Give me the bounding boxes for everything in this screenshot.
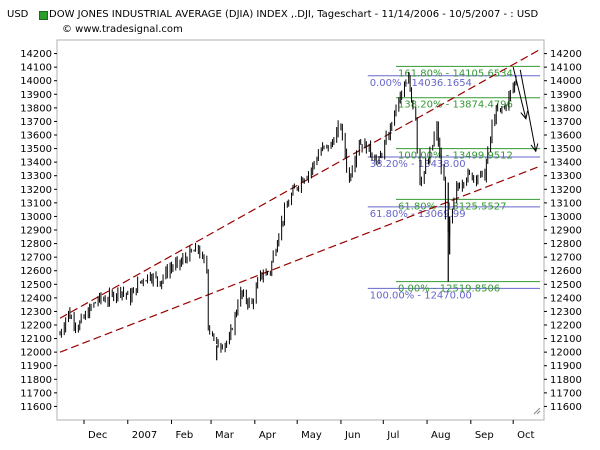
y-tick-label-right: 12500 — [550, 280, 582, 291]
y-tick-label-right: 11600 — [550, 402, 582, 413]
x-tick-label: Dec — [88, 430, 107, 441]
y-tick-label-left: 12000 — [20, 348, 52, 359]
y-tick-label-left: 12800 — [20, 239, 52, 250]
y-tick-label-right: 13600 — [550, 131, 582, 142]
y-tick-label-left: 13600 — [20, 131, 52, 142]
fib-blue-level-label: 100.00% - 12470.00 — [370, 290, 472, 301]
y-tick-label-right: 12400 — [550, 293, 582, 304]
y-tick-label-right: 12100 — [550, 334, 582, 345]
resize-grip-icon[interactable] — [533, 407, 541, 415]
forecast-arrowhead-icon — [530, 143, 539, 153]
y-tick-label-left: 11700 — [20, 388, 52, 399]
y-tick-label-left: 13700 — [20, 117, 52, 128]
y-tick-label-left: 11600 — [20, 402, 52, 413]
y-tick-label-right: 12600 — [550, 266, 582, 277]
forecast-arrow-line — [512, 67, 527, 119]
y-tick-label-left: 12300 — [20, 307, 52, 318]
x-tick-label: May — [301, 430, 322, 441]
currency-label-left: USD — [7, 9, 29, 20]
y-tick-label-right: 11900 — [550, 361, 582, 372]
y-tick-label-right: 13000 — [550, 212, 582, 223]
legend-marker-icon — [39, 11, 48, 20]
x-tick-label: Jun — [344, 430, 361, 441]
forecast-arrow-line — [519, 69, 537, 152]
y-tick-label-right: 13900 — [550, 90, 582, 101]
y-tick-label-left: 13500 — [20, 144, 52, 155]
y-tick-label-left: 12400 — [20, 293, 52, 304]
fib-blue-level-label: 61.80% - 13069.99 — [370, 209, 466, 220]
y-tick-label-right: 13800 — [550, 103, 582, 114]
x-tick-label: Sep — [475, 430, 494, 441]
trend-channel-upper — [59, 48, 541, 319]
chart-title: DOW JONES INDUSTRIAL AVERAGE (DJIA) INDE… — [49, 9, 539, 20]
fib-blue-level-label: 38.20% - 13438.00 — [370, 159, 466, 170]
plot-area — [56, 39, 545, 421]
fib-green-level-label: 161.80% - 14105.6534 — [398, 68, 513, 79]
y-tick-label-left: 12900 — [20, 226, 52, 237]
y-tick-label-right: 12800 — [550, 239, 582, 250]
fibonacci-layer: 0.00% - 14036.1654 38.20% - 13438.00 61.80… — [367, 65, 540, 301]
y-tick-label-left: 12500 — [20, 280, 52, 291]
y-tick-label-right: 13500 — [550, 144, 582, 155]
x-tick-label: Oct — [517, 430, 534, 441]
copyright-text: © www.tradesignal.com — [62, 24, 183, 35]
y-tick-label-right: 12200 — [550, 321, 582, 332]
y-axis-left: 11600 11700 11800 11900 12000 12100 12200 12300… — [20, 49, 57, 413]
y-tick-label-right: 11700 — [550, 388, 582, 399]
y-tick-label-left: 13000 — [20, 212, 52, 223]
y-tick-label-left: 14200 — [20, 49, 52, 60]
y-tick-label-right: 14100 — [550, 63, 582, 74]
fib-green-level-label: 138.20% - 13874.4796 — [398, 100, 513, 111]
y-tick-label-right: 13300 — [550, 171, 582, 182]
y-tick-label-left: 12200 — [20, 321, 52, 332]
x-tick-label: Aug — [431, 430, 451, 441]
fib-blue-level-label: 0.00% - 14036.1654 — [370, 78, 472, 89]
y-tick-label-left: 13100 — [20, 198, 52, 209]
forecast-arrowhead-icon — [520, 110, 529, 120]
y-tick-label-right: 13200 — [550, 185, 582, 196]
y-tick-label-left: 11900 — [20, 361, 52, 372]
y-tick-label-right: 13700 — [550, 117, 582, 128]
y-tick-label-left: 13300 — [20, 171, 52, 182]
y-tick-label-left: 12700 — [20, 253, 52, 264]
x-tick-label: 2007 — [132, 430, 157, 441]
x-tick-label: Mar — [215, 430, 235, 441]
fib-green-level-label: 100.00% - 13499.9512 — [398, 151, 513, 162]
y-tick-label-left: 13400 — [20, 158, 52, 169]
fib-green-level-label: 61.80% - 13125.5527 — [398, 201, 507, 212]
y-tick-label-left: 13200 — [20, 185, 52, 196]
x-tick-label: Jul — [386, 430, 399, 441]
y-tick-label-right: 12000 — [550, 348, 582, 359]
y-tick-label-left: 13900 — [20, 90, 52, 101]
y-tick-label-right: 14200 — [550, 49, 582, 60]
y-tick-label-right: 13100 — [550, 198, 582, 209]
y-tick-label-left: 14000 — [20, 76, 52, 87]
x-tick-label: Feb — [176, 430, 194, 441]
y-tick-label-right: 14000 — [550, 76, 582, 87]
x-tick-label: Apr — [259, 430, 277, 441]
trend-channel-lower — [59, 165, 541, 353]
y-tick-label-left: 11800 — [20, 375, 52, 386]
y-tick-label-right: 12300 — [550, 307, 582, 318]
y-tick-label-right: 12700 — [550, 253, 582, 264]
y-tick-label-right: 11800 — [550, 375, 582, 386]
forecast-arrows-layer — [512, 67, 539, 153]
series-layer — [59, 71, 517, 361]
x-axis: Dec 2007 Feb Mar Apr May Jun Jul Aug Sep Oct — [83, 420, 535, 441]
y-tick-label-left: 12600 — [20, 266, 52, 277]
y-tick-label-right: 12900 — [550, 226, 582, 237]
y-tick-label-left: 12100 — [20, 334, 52, 345]
y-tick-label-right: 13400 — [550, 158, 582, 169]
fib-green-level-label: 0.00% - 12519.8506 — [398, 284, 500, 295]
y-tick-label-left: 13800 — [20, 103, 52, 114]
trend-channel-layer — [59, 48, 541, 353]
y-tick-label-left: 14100 — [20, 63, 52, 74]
y-axis-right: 11600 11700 11800 11900 12000 12100 12200 12300… — [544, 49, 582, 413]
